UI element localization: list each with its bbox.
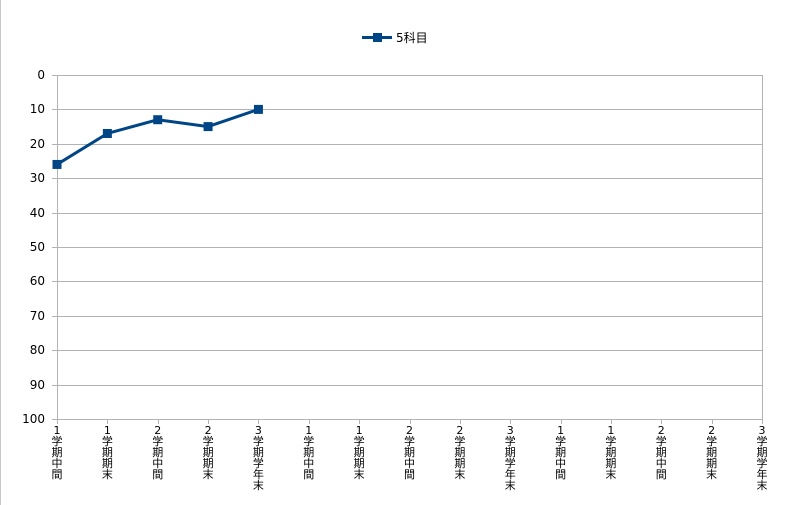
y-tick-label: 20	[29, 136, 45, 151]
x-tick-label: 1学期期末	[101, 424, 113, 481]
y-tick-label: 90	[29, 377, 45, 392]
data-point-1	[102, 128, 112, 138]
legend: 5科目	[362, 28, 428, 46]
data-point-0	[52, 159, 62, 169]
x-tick-label: 3学期学年末	[756, 424, 768, 492]
y-tick-label: 40	[29, 205, 45, 220]
y-tick-label: 100	[22, 412, 45, 426]
left-edge-line	[0, 0, 1, 505]
y-tick-label: 80	[29, 343, 45, 358]
x-tick-label: 2学期期末	[202, 424, 214, 481]
data-point-4	[253, 104, 263, 114]
x-tick-label: 2学期期末	[706, 424, 718, 481]
x-tick-label: 2学期中間	[404, 424, 415, 481]
x-tick-label: 3学期学年末	[504, 424, 516, 492]
y-tick-label: 30	[29, 171, 45, 186]
x-tick-label: 1学期期末	[605, 424, 617, 481]
y-tick-label: 50	[29, 240, 45, 254]
x-tick-label: 1学期期末	[353, 424, 365, 481]
y-tick-label: 10	[29, 102, 45, 117]
legend-label: 5科目	[396, 30, 428, 45]
y-tick-label: 0	[37, 68, 45, 82]
x-tick-label: 3学期学年末	[252, 424, 264, 492]
legend-line-swatch	[362, 32, 392, 42]
y-tick-label: 60	[29, 274, 45, 289]
data-point-2	[153, 115, 163, 125]
x-tick-label: 1学期中間	[303, 424, 315, 481]
legend-marker	[373, 32, 382, 42]
y-tick-label: 70	[29, 308, 45, 323]
x-tick-label: 1学期中間	[555, 424, 567, 481]
data-point-3	[203, 122, 213, 132]
x-tick-label: 2学期期末	[454, 424, 466, 481]
x-tick-label: 2学期中間	[655, 424, 667, 481]
x-tick-label: 1学期中間	[51, 424, 63, 481]
x-tick-label: 2学期中間	[152, 424, 164, 481]
